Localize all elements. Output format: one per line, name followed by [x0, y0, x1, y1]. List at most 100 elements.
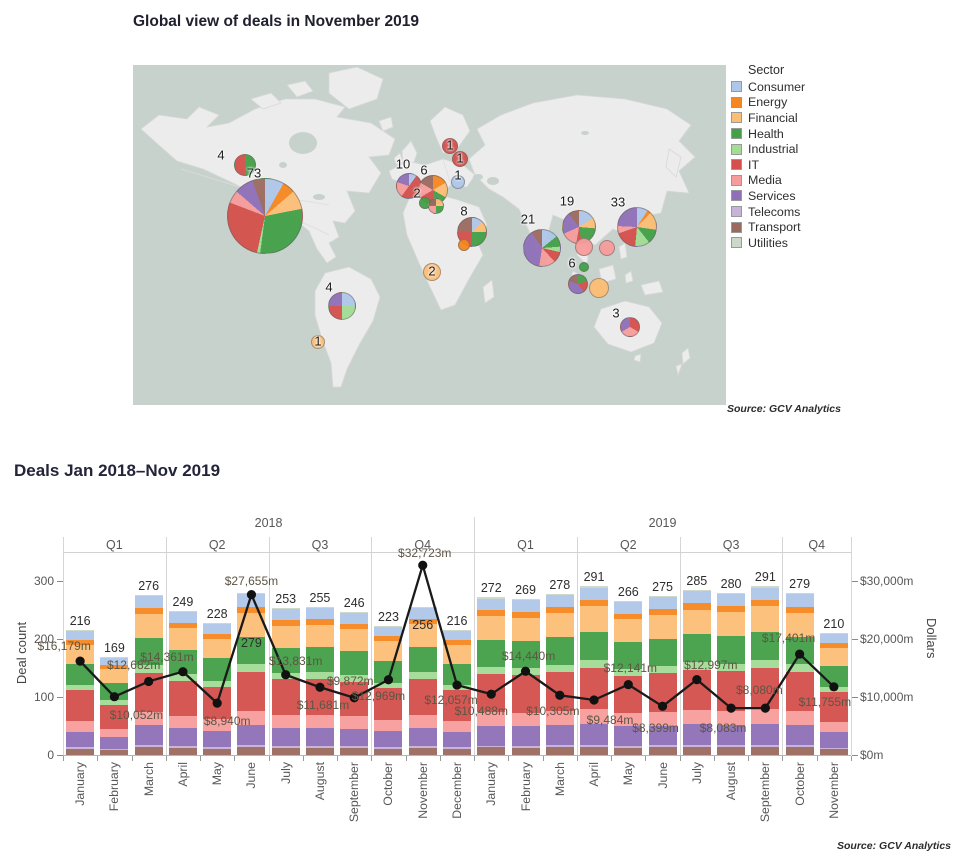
bar-segment-consumer	[203, 623, 232, 634]
bar-segment-telecoms	[271, 746, 300, 748]
deal-count-label-china: 19	[559, 193, 575, 209]
bar-segment-utilities	[785, 593, 814, 595]
legend-item-telecoms[interactable]: Telecoms	[731, 204, 841, 220]
bar-segment-financial	[511, 617, 540, 642]
stacked-bar-june-2018[interactable]	[237, 593, 266, 755]
legend-item-energy[interactable]: Energy	[731, 95, 841, 111]
deal-count-label-finland: 1	[456, 150, 464, 166]
deal-count-label-norway: 1	[446, 137, 454, 153]
deal-value-label: $11,681m	[296, 698, 350, 713]
bar-segment-it	[648, 672, 677, 712]
stacked-bar-july-2018[interactable]	[271, 608, 300, 755]
bar-segment-it	[271, 679, 300, 716]
bar-segment-media	[271, 715, 300, 728]
deal-value-label: $14,440m	[501, 649, 556, 664]
stacked-bar-march-2018[interactable]	[134, 594, 163, 755]
bar-segment-media	[237, 711, 266, 726]
deal-pie-west-africa[interactable]	[423, 263, 441, 281]
deal-pie-switzerland[interactable]	[428, 198, 444, 214]
bar-segment-transport	[408, 747, 437, 755]
deal-pie-united-kingdom[interactable]	[396, 173, 422, 199]
bar-count-label: 256	[412, 617, 434, 632]
bar-segment-energy	[374, 636, 403, 642]
bar-count-label: 279	[789, 577, 811, 592]
world-map[interactable]: 4 73 4 1 10 6 2 1 1 1 8 2 21 19 33 6 3	[133, 65, 726, 405]
bar-segment-utilities	[408, 606, 437, 608]
deal-pie-hong-kong[interactable]	[575, 238, 593, 256]
right-tick-mark	[852, 697, 858, 698]
deal-pie-china[interactable]	[562, 210, 596, 244]
stacked-bar-october-2019[interactable]	[785, 593, 814, 755]
deal-value-label: $12,969m	[351, 688, 406, 703]
greenland	[328, 66, 384, 110]
bar-segment-consumer	[168, 611, 197, 623]
bar-segment-energy	[545, 607, 574, 614]
bar-segment-utilities	[134, 594, 163, 597]
bar-segment-energy	[785, 606, 814, 613]
legend-item-financial[interactable]: Financial	[731, 110, 841, 126]
stacked-bar-april-2018[interactable]	[168, 610, 197, 755]
bar-segment-it	[168, 680, 197, 716]
deal-pie-baltics[interactable]	[451, 175, 465, 189]
stacked-bar-september-2019[interactable]	[751, 586, 780, 755]
legend-item-it[interactable]: IT	[731, 157, 841, 173]
deal-pie-philippines[interactable]	[599, 240, 615, 256]
month-tick-mark	[851, 756, 852, 761]
quarter-header-2018-Q2: Q2	[208, 538, 226, 552]
bar-segment-industrial	[203, 680, 232, 687]
x-axis-line	[63, 755, 851, 756]
new-zealand	[675, 363, 683, 377]
stacked-bar-february-2019[interactable]	[511, 598, 540, 755]
legend-item-industrial[interactable]: Industrial	[731, 141, 841, 157]
legend-item-media[interactable]: Media	[731, 173, 841, 189]
bar-segment-media	[717, 711, 746, 725]
month-label-august-2018: August	[312, 762, 327, 801]
deal-pie-canada[interactable]	[234, 154, 256, 176]
stacked-bar-may-2018[interactable]	[203, 622, 232, 755]
bar-segment-utilities	[511, 598, 540, 601]
bar-count-label: 285	[686, 573, 708, 588]
bar-count-label: 272	[480, 581, 502, 596]
bar-segment-services	[168, 728, 197, 747]
deal-value-point-november-2018[interactable]	[418, 560, 428, 570]
deal-pie-finland[interactable]	[452, 151, 468, 167]
deal-value-label: $14,361m	[140, 649, 194, 664]
deal-pie-singapore[interactable]	[568, 274, 588, 294]
deal-value-label: $32,723m	[398, 546, 452, 561]
chart-source-note: Source: GCV Analytics	[837, 840, 951, 852]
deal-count-label-united-kingdom: 10	[395, 156, 411, 172]
deal-pie-australia[interactable]	[620, 317, 640, 337]
stacked-bar-march-2019[interactable]	[545, 593, 574, 755]
bar-segment-it	[682, 669, 711, 711]
deal-pie-malaysia[interactable]	[579, 262, 589, 272]
legend-item-consumer[interactable]: Consumer	[731, 79, 841, 95]
deal-pie-indonesia[interactable]	[589, 278, 609, 298]
legend-item-utilities[interactable]: Utilities	[731, 235, 841, 251]
bar-segment-utilities	[168, 610, 197, 612]
bar-segment-consumer	[545, 595, 574, 608]
legend-item-transport[interactable]: Transport	[731, 219, 841, 235]
bar-segment-telecoms	[408, 746, 437, 748]
deal-pie-brazil[interactable]	[328, 292, 356, 320]
bar-count-label: 275	[652, 579, 673, 594]
bar-segment-health	[66, 663, 95, 685]
bar-segment-industrial	[819, 686, 848, 693]
month-label-october-2019: October	[792, 762, 807, 806]
bar-segment-services	[305, 727, 334, 747]
year-header-2018: 2018	[254, 516, 283, 530]
deal-pie-india[interactable]	[523, 229, 561, 267]
arctic-islands	[250, 92, 282, 110]
bar-segment-utilities	[717, 592, 746, 594]
deal-pie-egypt[interactable]	[458, 239, 470, 251]
deal-value-label: $10,052m	[109, 707, 164, 722]
deal-pie-argentina[interactable]	[311, 335, 325, 349]
deal-count-label-india: 21	[520, 211, 536, 227]
deal-pie-east-asia[interactable]	[617, 207, 657, 247]
deal-pie-norway[interactable]	[442, 138, 458, 154]
bar-segment-financial	[340, 629, 369, 651]
legend-item-services[interactable]: Services	[731, 188, 841, 204]
deal-pie-united-states[interactable]	[227, 178, 303, 254]
bar-segment-services	[648, 725, 677, 746]
legend-item-health[interactable]: Health	[731, 126, 841, 142]
stacked-bar-january-2019[interactable]	[477, 597, 506, 755]
